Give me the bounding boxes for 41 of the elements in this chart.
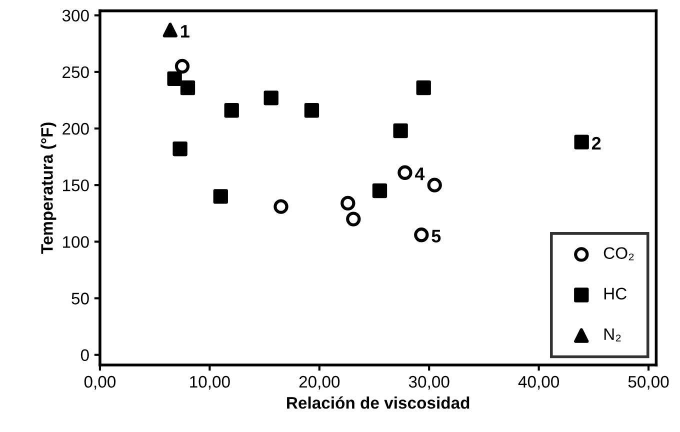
point <box>427 178 442 192</box>
annotation: 5 <box>432 230 441 243</box>
x-tick-label: 50,00 <box>628 376 669 390</box>
legend-label: N₂ <box>604 328 621 342</box>
point <box>414 228 429 242</box>
x-tick-label: 30,00 <box>408 376 450 390</box>
annotation: 1 <box>181 25 190 38</box>
annotation: 4 <box>414 168 425 180</box>
point <box>174 58 190 74</box>
point <box>213 189 228 204</box>
legend-label: CO₂ <box>604 247 634 260</box>
point <box>180 80 196 96</box>
legend-label: HC <box>604 288 626 300</box>
point <box>167 71 182 86</box>
point <box>372 183 388 198</box>
y-tick-label: 200 <box>62 122 89 135</box>
y-tick-label: 250 <box>62 66 89 78</box>
point <box>172 142 188 156</box>
x-tick-label: 10,00 <box>190 376 230 390</box>
y-tick-label: 150 <box>63 179 89 192</box>
point <box>398 165 412 180</box>
point <box>162 22 178 38</box>
point <box>264 90 278 106</box>
point <box>274 199 288 214</box>
x-axis-title: Relación de viscosidad <box>287 396 470 409</box>
point <box>416 80 431 96</box>
y-tick-label: 300 <box>62 10 89 22</box>
y-tick-label: 0 <box>80 349 89 362</box>
point <box>304 103 320 118</box>
annotation: 2 <box>592 136 601 150</box>
y-tick-label: 50 <box>72 292 89 304</box>
point <box>224 103 239 118</box>
x-tick-label: 20,00 <box>299 376 340 390</box>
y-tick-label: 100 <box>63 236 89 248</box>
point <box>340 196 356 211</box>
point <box>393 123 408 138</box>
point <box>346 212 361 226</box>
point <box>574 134 589 150</box>
y-axis-title: Temperatura (°F) <box>40 122 56 254</box>
x-tick-label: 40,00 <box>518 376 560 390</box>
x-tick-label: 0,00 <box>84 376 116 390</box>
